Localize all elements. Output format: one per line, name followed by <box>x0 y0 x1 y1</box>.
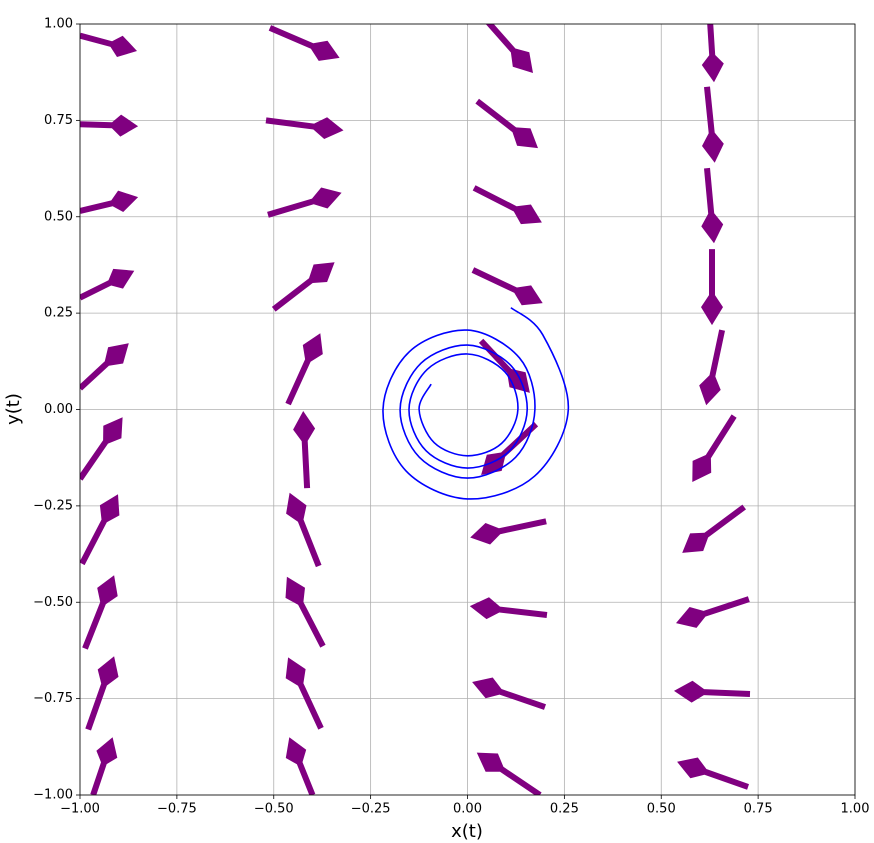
y-tick-label: 0.50 <box>44 209 73 224</box>
y-tick-label: 0.00 <box>44 402 73 417</box>
arrow <box>469 597 548 620</box>
arrow <box>476 752 542 795</box>
trajectory-line <box>382 307 570 500</box>
y-tick-label: −0.75 <box>33 691 73 706</box>
arrow <box>699 329 725 406</box>
x-tick-label: 0.75 <box>744 802 773 817</box>
arrow <box>90 737 118 795</box>
arrow <box>677 757 749 790</box>
y-tick-label: −0.50 <box>33 595 73 610</box>
plot-marks <box>80 24 751 795</box>
y-tick-label: 0.75 <box>44 113 73 128</box>
arrow <box>701 249 723 326</box>
arrow <box>701 167 724 244</box>
y-tick-label: −1.00 <box>33 788 73 803</box>
arrow <box>268 25 340 61</box>
x-tick-label: −0.75 <box>157 802 197 817</box>
x-tick-label: 0.00 <box>453 802 482 817</box>
arrow <box>285 657 324 730</box>
arrow <box>470 518 547 545</box>
y-tick-label: −0.25 <box>33 498 73 513</box>
axes: −1.00 −0.75 −0.50 −0.25 0.00 0.25 0.50 0.75 1.00… <box>33 17 869 817</box>
y-tick-label: 1.00 <box>44 17 73 32</box>
arrow <box>702 86 724 163</box>
arrow <box>80 190 139 214</box>
arrow <box>701 24 724 83</box>
x-tick-label: −1.00 <box>60 802 100 817</box>
arrow <box>475 98 538 149</box>
arrow <box>682 504 746 553</box>
x-tick-label: −0.50 <box>254 802 294 817</box>
arrow <box>286 492 322 568</box>
arrow <box>472 677 546 710</box>
arrow <box>80 494 120 566</box>
x-tick-label: 0.50 <box>647 802 676 817</box>
arrow <box>674 680 751 703</box>
arrow <box>85 656 119 731</box>
arrow <box>80 114 139 137</box>
y-axis-label: y(t) <box>3 393 24 425</box>
arrow <box>285 737 316 795</box>
arrow <box>481 421 539 475</box>
arrow <box>271 262 335 312</box>
arrow <box>471 267 543 306</box>
arrow <box>293 411 316 489</box>
arrow <box>80 32 137 57</box>
arrow <box>285 576 326 648</box>
arrow <box>265 117 344 139</box>
arrow <box>80 268 135 301</box>
arrow <box>80 417 123 481</box>
arrow <box>267 187 342 218</box>
arrow <box>80 343 129 391</box>
arrow <box>692 414 737 482</box>
x-tick-label: 0.25 <box>550 802 579 817</box>
grid <box>79 23 856 796</box>
arrow <box>285 333 323 406</box>
arrow <box>676 596 750 628</box>
x-tick-label: 1.00 <box>841 802 870 817</box>
x-tick-label: −0.25 <box>351 802 391 817</box>
arrow <box>82 575 118 650</box>
arrow <box>485 24 533 73</box>
y-tick-label: 0.25 <box>44 306 73 321</box>
x-axis-label: x(t) <box>451 821 483 842</box>
arrow <box>472 185 542 225</box>
